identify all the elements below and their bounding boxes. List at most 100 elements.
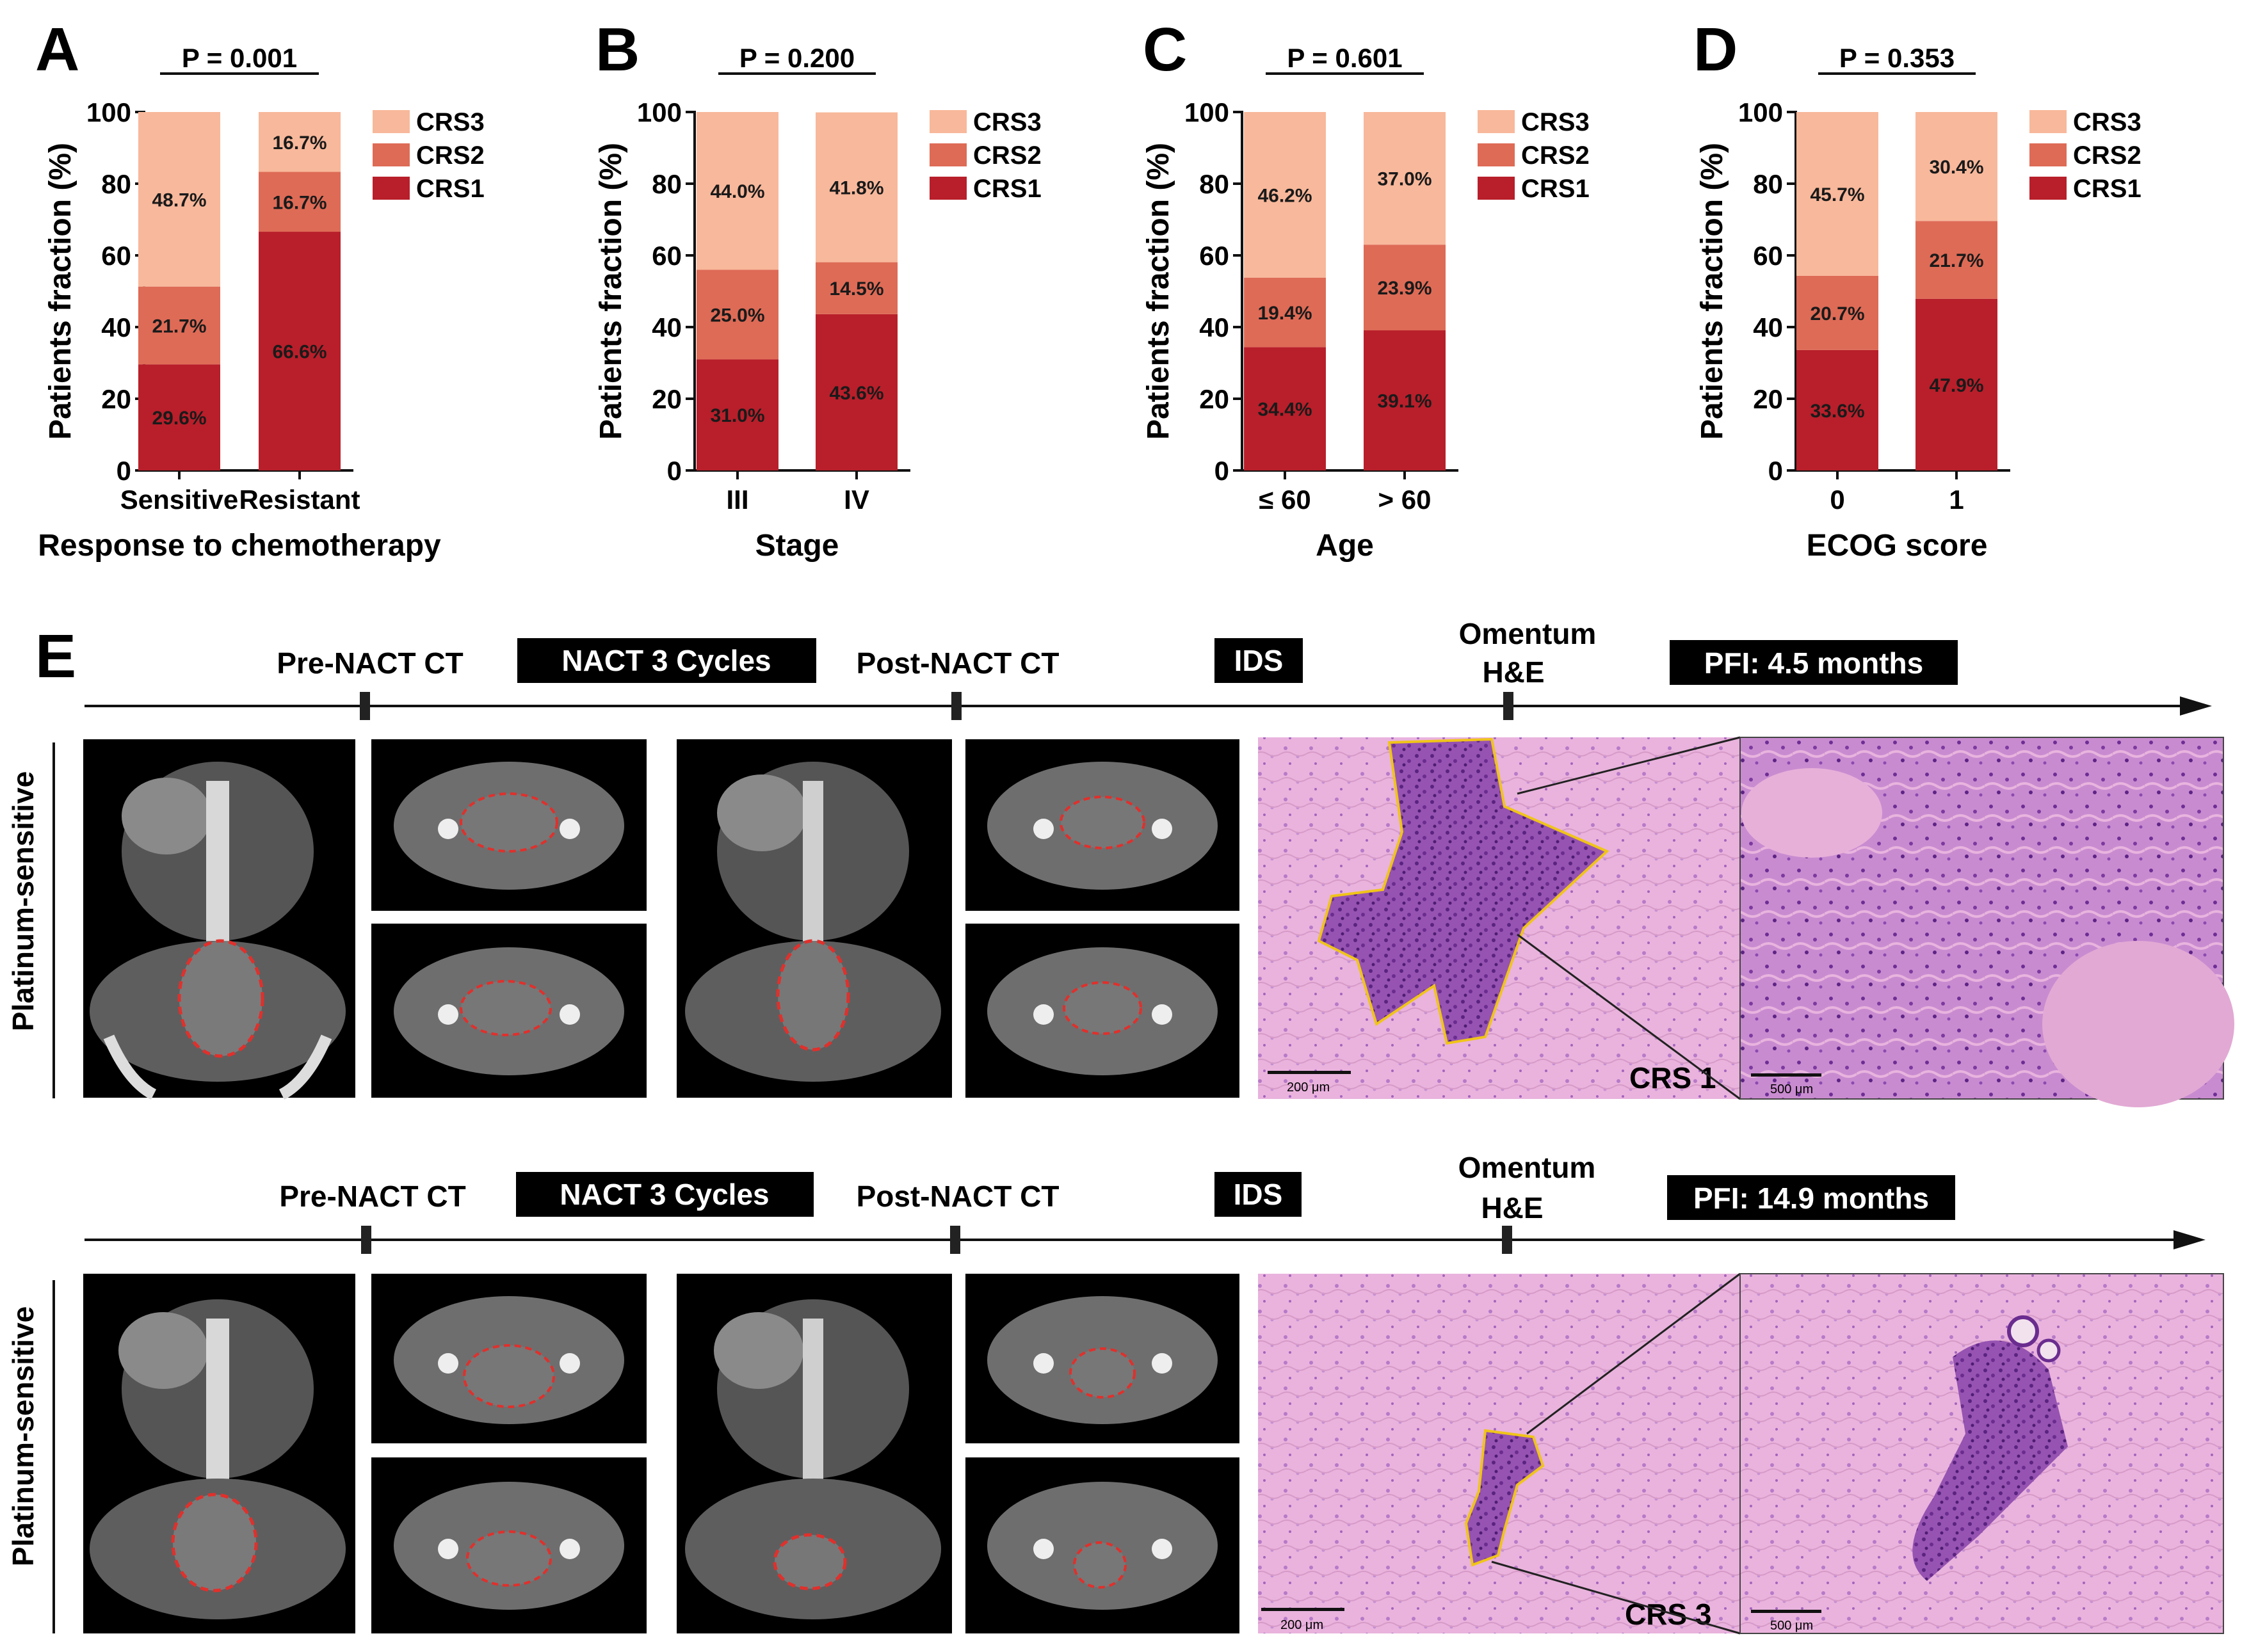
legend-label: CRS1: [973, 175, 1042, 203]
legend-label: CRS1: [416, 175, 485, 203]
data-label: 46.2%: [1257, 185, 1312, 206]
p-value-label: P = 0.200: [739, 43, 855, 73]
y-tick-label: 100: [637, 97, 682, 127]
bar-segment-crs2: [259, 172, 341, 232]
panel-e: E Pre-NACT CT NACT 3 Cycles Post-NACT CT…: [6, 617, 2234, 1635]
data-label: 30.4%: [1929, 157, 1983, 178]
ct-coronal-pre: [83, 1274, 355, 1633]
y-tick-label: 20: [1753, 384, 1783, 414]
omentum-label: Omentum: [1459, 617, 1597, 650]
x-tick-label: III: [726, 485, 748, 515]
data-label: 21.7%: [152, 316, 206, 337]
y-axis-label: Patients fraction (%): [1141, 143, 1175, 440]
bar-segment-crs1: [816, 314, 898, 470]
ct-axial-post-top: [965, 739, 1239, 911]
he-label: H&E: [1481, 1191, 1543, 1224]
legend-label: CRS3: [416, 108, 485, 136]
legend-swatch-crs3: [930, 110, 967, 133]
bar-segment-crs3: [816, 112, 898, 262]
x-axis-label: Stage: [755, 529, 839, 563]
crs-label: CRS 3: [1625, 1598, 1711, 1631]
data-label: 23.9%: [1377, 278, 1431, 299]
timeline-tick: [361, 1226, 371, 1254]
zoom-line: [1526, 1272, 1741, 1435]
he-image-high-mag-2: 500 μm: [1739, 1273, 2224, 1634]
p-value-label: P = 0.001: [182, 43, 297, 73]
bar-segment-crs3: [697, 112, 778, 270]
y-tick-label: 40: [652, 312, 682, 342]
y-tick-label: 100: [1738, 97, 1783, 127]
panel-letter-e: E: [35, 622, 76, 691]
post-nact-ct-label: Post-NACT CT: [857, 646, 1060, 680]
bar-segment-crs2: [1796, 275, 1878, 350]
panel-letter: C: [1143, 15, 1187, 84]
bar-segment-crs3: [1364, 112, 1446, 245]
x-axis-label: ECOG score: [1807, 529, 1988, 563]
zoom-line: [1517, 736, 1741, 795]
legend-swatch-crs3: [373, 110, 410, 133]
data-label: 44.0%: [710, 181, 764, 202]
data-label: 33.6%: [1810, 401, 1864, 422]
data-label: 37.0%: [1377, 169, 1431, 190]
y-tick-label: 60: [1753, 241, 1783, 271]
panel-letter: A: [35, 15, 79, 84]
legend-label: CRS2: [416, 141, 485, 170]
legend-label: CRS1: [2073, 175, 2141, 203]
panel-letter: B: [595, 15, 640, 84]
nact-cycles-box: [517, 638, 816, 683]
legend-label: CRS2: [973, 141, 1042, 170]
data-label: 14.5%: [829, 278, 883, 300]
y-tick-label: 80: [101, 169, 131, 199]
data-label: 41.8%: [829, 178, 883, 199]
data-label: 19.4%: [1257, 303, 1312, 324]
ids-box: [1214, 1172, 1302, 1217]
timeline-tick: [950, 1226, 960, 1254]
ids-label: IDS: [1234, 644, 1284, 677]
x-tick-label: 0: [1830, 485, 1844, 515]
zoom-line: [1491, 1560, 1741, 1635]
ct-axial-pre-bottom: [371, 1457, 647, 1633]
ct-coronal-post: [677, 739, 952, 1098]
bar-segment-crs1: [1364, 330, 1446, 470]
y-tick-label: 20: [1199, 384, 1229, 414]
y-tick-label: 40: [1753, 312, 1783, 342]
legend-swatch-crs2: [2029, 143, 2067, 166]
legend-swatch-crs2: [373, 143, 410, 166]
bar-segment-crs1: [138, 364, 220, 470]
bar-segment-crs2: [138, 286, 220, 365]
pfi-box: [1670, 640, 1958, 685]
bar-segment-crs2: [1364, 245, 1446, 331]
pfi-label: PFI: 4.5 months: [1704, 646, 1923, 680]
legend-label: CRS2: [1521, 141, 1590, 170]
y-tick-label: 40: [101, 312, 131, 342]
bar-segment-crs2: [1915, 221, 1997, 299]
bar-segment-crs3: [259, 112, 341, 172]
y-axis-label: Patients fraction (%): [44, 143, 77, 440]
p-value-label: P = 0.601: [1287, 43, 1402, 73]
data-label: 21.7%: [1929, 250, 1983, 271]
legend-swatch-crs1: [930, 177, 967, 200]
ct-coronal-pre: [83, 739, 355, 1100]
zoom-line: [1517, 933, 1741, 1100]
ct-axial-post-top: [965, 1274, 1239, 1443]
pfi-label: PFI: 14.9 months: [1693, 1182, 1929, 1215]
x-tick-label: 1: [1949, 485, 1964, 515]
pre-nact-ct-label: Pre-NACT CT: [277, 646, 463, 680]
y-tick-label: 80: [1199, 169, 1229, 199]
panel-letter: D: [1693, 15, 1738, 84]
legend-label: CRS1: [1521, 175, 1590, 203]
y-tick-label: 40: [1199, 312, 1229, 342]
bar-segment-crs1: [697, 359, 778, 470]
scale-bar-label: 500 μm: [1770, 1082, 1813, 1096]
x-axis-label: Response to chemotherapy: [38, 529, 441, 563]
legend-swatch-crs1: [2029, 177, 2067, 200]
bar-segment-crs2: [697, 269, 778, 360]
nact-cycles-label: NACT 3 Cycles: [560, 1178, 769, 1211]
data-label: 43.6%: [829, 383, 883, 404]
pre-nact-ct-label: Pre-NACT CT: [279, 1180, 465, 1213]
legend-swatch-crs2: [930, 143, 967, 166]
data-label: 16.7%: [272, 132, 327, 154]
p-value-label: P = 0.353: [1839, 43, 1955, 73]
bar-segment-crs3: [138, 112, 220, 287]
